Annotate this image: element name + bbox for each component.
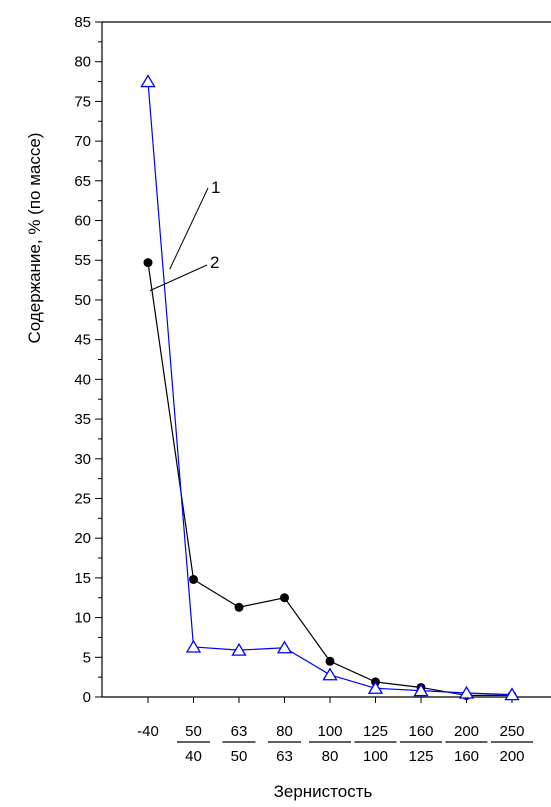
x-axis-ticks: -40 50 40 63 50 80 63 100 80 125 100 160 125 200 160 25… <box>137 697 533 765</box>
x-tick-label-top: 200 <box>454 723 479 740</box>
y-tick-label: 10 <box>74 610 91 627</box>
y-tick-label: 75 <box>74 93 91 110</box>
x-tick-label-bottom: 200 <box>499 748 524 765</box>
x-tick-label-top: 80 <box>276 723 293 740</box>
x-tick-label-top: 63 <box>231 723 248 740</box>
series-1 <box>140 74 520 701</box>
series-2-point <box>234 602 244 612</box>
x-tick-label-bottom: 160 <box>454 748 479 765</box>
y-tick-label: 35 <box>74 411 91 428</box>
x-tick-label-top: 160 <box>408 723 433 740</box>
x-tick-label-top: 100 <box>317 723 342 740</box>
annotation-2-leader <box>149 264 208 292</box>
x-tick-label-bottom: 40 <box>185 748 202 765</box>
series-2-point <box>189 574 198 584</box>
y-axis-title: Содержание, % (по массе) <box>25 133 44 344</box>
series-1-point <box>367 680 384 694</box>
x-tick-label-top: 125 <box>363 723 388 740</box>
x-tick-label-bottom: 100 <box>363 748 388 765</box>
y-tick-label: 30 <box>74 451 91 468</box>
series-1-point <box>322 667 338 681</box>
y-axis-ticks: 0 5 10 15 20 25 30 35 40 45 50 55 60 65 70 75 80 85 <box>74 14 102 706</box>
series-1-point <box>140 74 156 88</box>
y-tick-label: 45 <box>74 332 91 349</box>
x-tick-label-bottom: 50 <box>231 748 248 765</box>
y-tick-label: 15 <box>74 570 91 587</box>
x-tick-label-top: 250 <box>499 723 524 740</box>
x-tick-label-bottom: 63 <box>276 748 293 765</box>
series-1-point <box>231 642 247 656</box>
y-tick-label: 0 <box>83 689 91 706</box>
annotation-1-label: 1 <box>211 178 220 197</box>
series-2-line <box>147 262 512 697</box>
series-2-point <box>280 593 289 603</box>
annotations: 12 <box>149 178 220 292</box>
y-tick-label: 70 <box>74 133 91 150</box>
series-2-point <box>325 656 335 666</box>
x-axis-title: Зернистость <box>274 782 373 801</box>
series-1-point <box>276 640 293 654</box>
x-tick-label: -40 <box>137 723 159 740</box>
y-tick-label: 80 <box>74 54 91 71</box>
y-tick-label: 20 <box>74 530 91 547</box>
annotation-2-label: 2 <box>210 253 219 272</box>
x-tick-label-bottom: 80 <box>322 748 339 765</box>
annotation-1-leader <box>169 187 209 270</box>
series-1-point <box>185 639 202 653</box>
y-tick-label: 5 <box>83 649 91 666</box>
y-tick-label: 65 <box>74 173 91 190</box>
x-tick-label-bottom: 125 <box>408 748 433 765</box>
y-tick-label: 60 <box>74 213 91 230</box>
series-2 <box>143 258 517 700</box>
series-2-point <box>143 258 153 268</box>
y-tick-label: 85 <box>74 14 91 31</box>
series-1-line <box>147 81 513 696</box>
y-tick-label: 55 <box>74 252 91 269</box>
series-1-point <box>413 683 429 697</box>
y-tick-label: 50 <box>74 292 91 309</box>
series-1-point <box>504 687 520 701</box>
x-tick-label-top: 50 <box>185 723 202 740</box>
y-tick-label: 25 <box>74 490 91 507</box>
axes <box>101 21 551 698</box>
y-tick-label: 40 <box>74 371 91 388</box>
series-1-point <box>458 685 475 699</box>
series-group <box>140 74 520 701</box>
